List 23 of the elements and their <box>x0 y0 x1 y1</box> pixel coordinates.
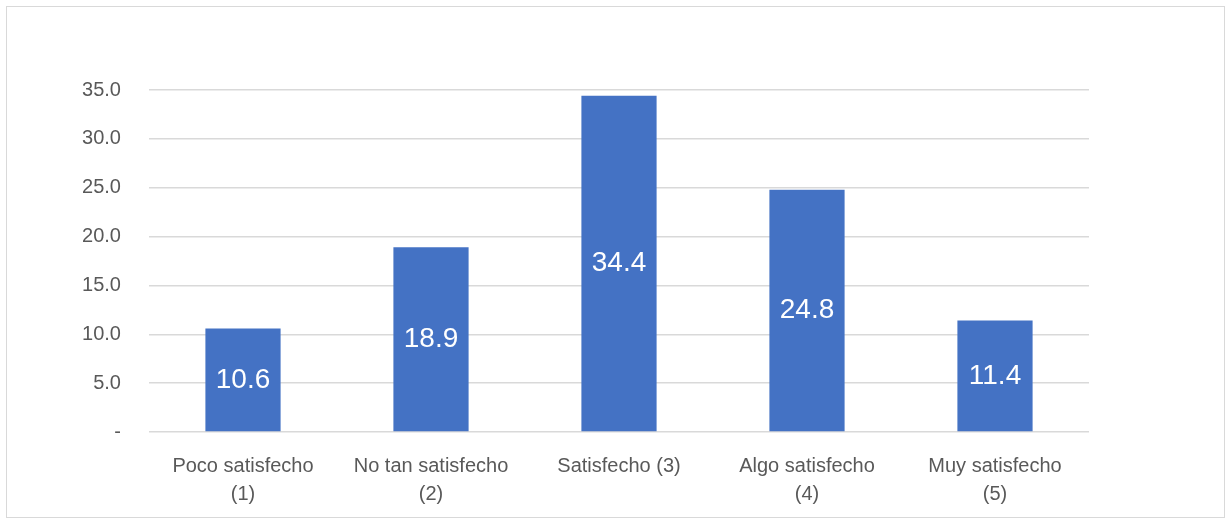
bar <box>581 95 657 432</box>
data-label: 24.8 <box>779 293 835 325</box>
y-tick-label: 20.0 <box>82 224 121 247</box>
y-tick-label: - <box>114 419 121 442</box>
y-tick-label: 25.0 <box>82 175 121 198</box>
y-tick-label: 5.0 <box>93 370 121 393</box>
y-tick-label: 10.0 <box>82 321 121 344</box>
x-tick-label: No tan satisfecho (2) <box>353 453 509 504</box>
bar <box>205 328 281 432</box>
y-tick-label: 30.0 <box>82 126 121 149</box>
data-label: 34.4 <box>591 246 647 278</box>
data-label: 18.9 <box>403 322 459 353</box>
bar <box>957 320 1033 432</box>
bar <box>393 247 469 432</box>
x-tick-label: Poco satisfecho (1) <box>172 453 314 504</box>
x-tick-label: Algo satisfecho (4) <box>739 453 875 504</box>
data-label: 10.6 <box>215 362 271 394</box>
x-tick-label: Muy satisfecho (5) <box>928 453 1062 504</box>
bar <box>769 189 845 432</box>
data-label: 11.4 <box>968 358 1022 390</box>
y-tick-label: 35.0 <box>82 77 121 100</box>
y-tick-label: 15.0 <box>82 272 121 295</box>
x-tick-label: Satisfecho (3) <box>557 453 681 476</box>
